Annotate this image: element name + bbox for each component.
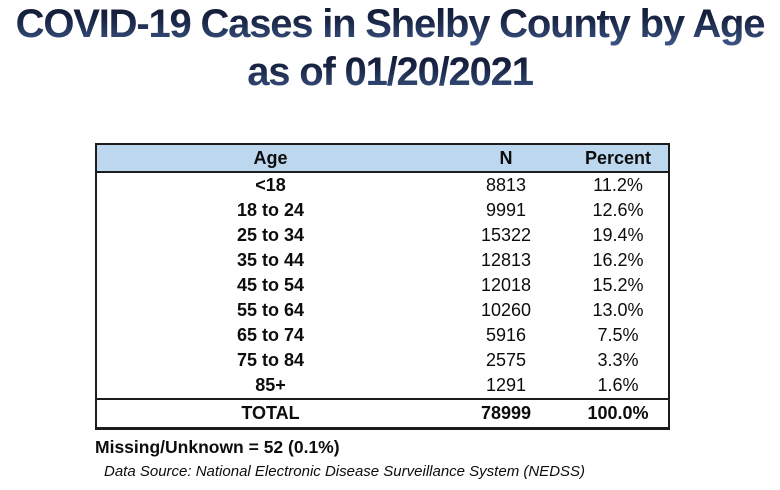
page-title: COVID-19 Cases in Shelby County by Age a… [0,0,780,96]
n-cell: 5916 [485,325,527,345]
column-header-n: N [444,144,568,173]
n-cell: 1291 [485,375,527,395]
n-cell: 8813 [485,175,527,195]
table-row: 65 to 74 5916 7.5% [96,323,669,348]
age-cell: 18 to 24 [236,200,305,220]
percent-cell: 1.6% [597,375,639,395]
total-label-cell: TOTAL [96,398,444,429]
missing-unknown-note: Missing/Unknown = 52 (0.1%) [95,437,340,457]
table-total-row: TOTAL 78999 100.0% [96,398,669,429]
table-row: <18 8813 11.2% [96,172,669,198]
age-cell: 25 to 34 [236,225,305,245]
table-row: 18 to 24 9991 12.6% [96,198,669,223]
cases-by-age-table: Age N Percent <18 8813 11.2% 18 to 24 99… [95,143,670,430]
percent-cell: 12.6% [592,200,644,220]
n-cell: 12813 [480,250,532,270]
n-cell: 2575 [485,350,527,370]
n-cell: 12018 [480,275,532,295]
percent-cell: 3.3% [597,350,639,370]
age-cell: <18 [255,175,286,195]
total-n-cell: 78999 [444,398,568,429]
percent-cell: 16.2% [592,250,644,270]
percent-cell: 13.0% [592,300,644,320]
age-cell: 85+ [255,375,286,395]
n-cell: 10260 [480,300,532,320]
table-row: 55 to 64 10260 13.0% [96,298,669,323]
table-row: 45 to 54 12018 15.2% [96,273,669,298]
table-body: <18 8813 11.2% 18 to 24 9991 12.6% 25 to… [96,172,669,399]
age-cell: 75 to 84 [236,350,305,370]
table-row: 85+ 1291 1.6% [96,373,669,399]
percent-cell: 11.2% [593,175,643,195]
age-cell: 45 to 54 [236,275,305,295]
n-cell: 9991 [485,200,527,220]
data-source-note: Data Source: National Electronic Disease… [104,463,586,480]
column-header-percent: Percent [568,144,669,173]
table-row: 35 to 44 12813 16.2% [96,248,669,273]
percent-cell: 7.5% [597,325,639,345]
title-line-2: as of 01/20/2021 [0,48,780,96]
total-percent-cell: 100.0% [568,398,669,429]
age-cell: 55 to 64 [236,300,305,320]
n-cell: 15322 [480,225,532,245]
percent-cell: 19.4% [592,225,644,245]
age-cell: 35 to 44 [236,250,305,270]
table-row: 75 to 84 2575 3.3% [96,348,669,373]
column-header-age: Age [96,144,444,173]
percent-cell: 15.2% [592,275,644,295]
title-line-1: COVID-19 Cases in Shelby County by Age [0,0,780,48]
age-cell: 65 to 74 [236,325,305,345]
table-header-row: Age N Percent [96,144,669,173]
table-row: 25 to 34 15322 19.4% [96,223,669,248]
